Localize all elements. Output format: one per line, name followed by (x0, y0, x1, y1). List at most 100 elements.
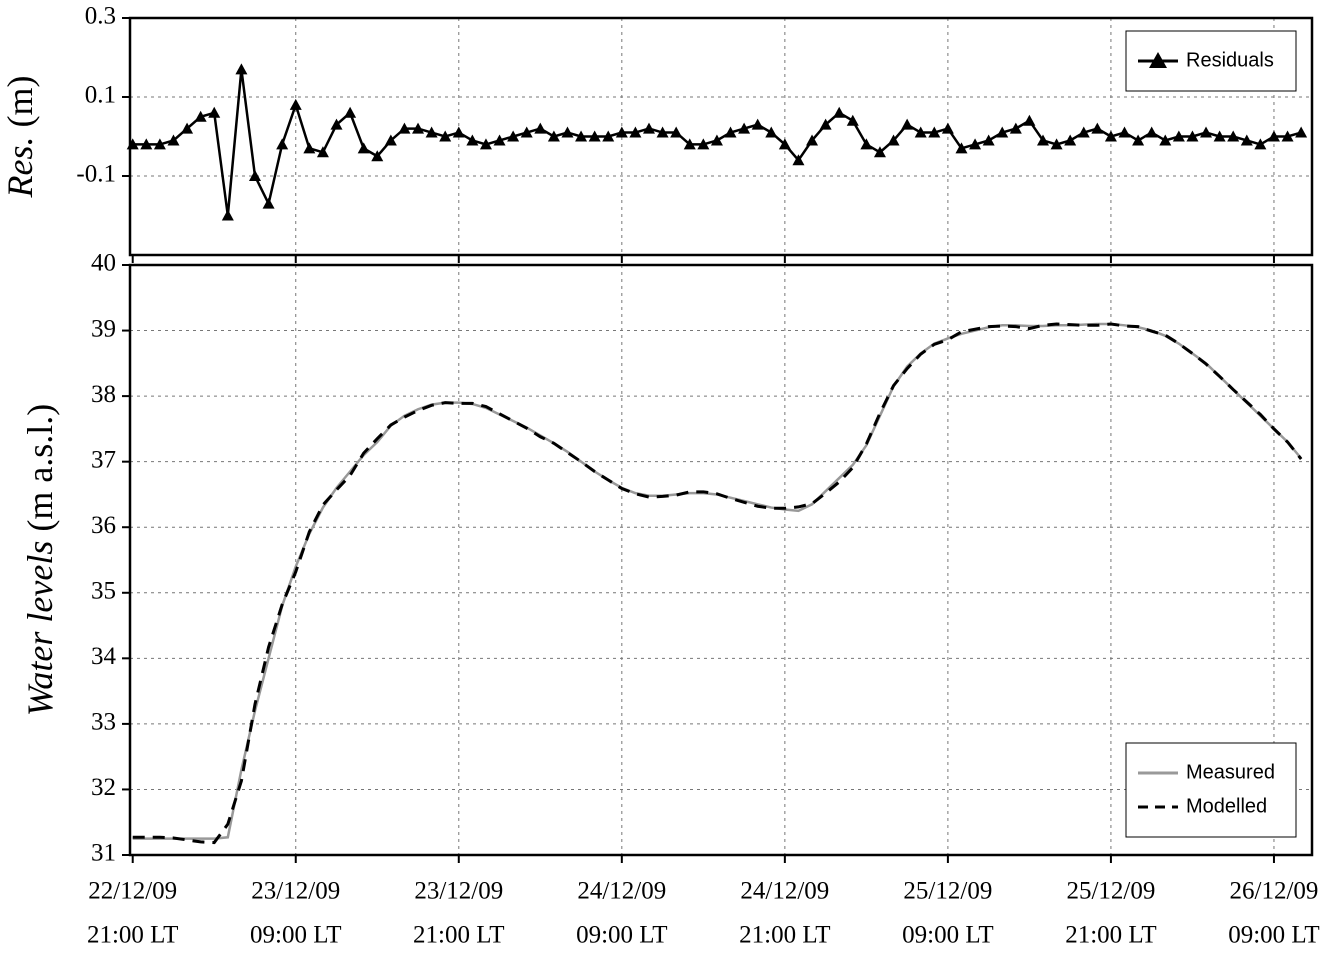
data-point (778, 138, 791, 150)
data-point (140, 138, 153, 150)
data-point (289, 98, 302, 110)
data-point (1036, 134, 1049, 146)
data-point (316, 146, 329, 158)
x-tick-label: 09:00 LT (250, 922, 341, 949)
data-point (1104, 130, 1117, 142)
data-point (221, 209, 234, 221)
x-tick-label: 21:00 LT (87, 922, 178, 949)
y-title-italic: Res. (0, 137, 40, 199)
data-point (1077, 126, 1090, 138)
data-point (588, 130, 601, 142)
data-point (670, 126, 683, 138)
y-tick-label: 32 (91, 774, 116, 801)
data-point (1050, 138, 1063, 150)
data-point (1009, 122, 1022, 134)
data-point (1295, 126, 1308, 138)
y-tick-label: 40 (91, 250, 116, 277)
data-point (710, 134, 723, 146)
data-point (873, 146, 886, 158)
data-point (1281, 130, 1294, 142)
data-point (846, 114, 859, 126)
x-tick-label: 09:00 LT (576, 922, 667, 949)
data-point (1267, 130, 1280, 142)
data-point (1240, 134, 1253, 146)
data-point (955, 142, 968, 154)
x-tick-label: 23/12/09 (414, 878, 503, 905)
data-point (425, 126, 438, 138)
legend-label: Modelled (1186, 795, 1267, 817)
data-point (901, 118, 914, 130)
plot-frame (128, 16, 1314, 257)
x-tick-label: 09:00 LT (1228, 922, 1319, 949)
y-title-units: (m a.s.l.) (20, 404, 60, 532)
data-point (344, 106, 357, 118)
x-tick-label: 25/12/09 (903, 878, 992, 905)
data-point (575, 130, 588, 142)
data-point (248, 170, 261, 181)
data-point (520, 126, 533, 138)
data-point (996, 126, 1009, 138)
x-tick-label: 26/12/09 (1230, 878, 1319, 905)
data-point (547, 130, 560, 142)
x-tick-label: 21:00 LT (413, 922, 504, 949)
data-point (792, 154, 805, 166)
data-point (357, 142, 370, 154)
y-tick-label: 39 (91, 315, 116, 342)
data-point (806, 134, 819, 146)
data-point (479, 138, 492, 150)
y-tick-label: 34 (91, 643, 117, 670)
x-tick-label: 21:00 LT (739, 922, 830, 949)
y-tick-label: 37 (91, 446, 116, 473)
x-tick-label: 09:00 LT (902, 922, 993, 949)
data-point (1145, 126, 1158, 138)
data-point (371, 150, 384, 162)
data-point (439, 130, 452, 142)
data-point (534, 122, 547, 134)
data-point (765, 126, 778, 138)
data-point (1118, 126, 1131, 138)
data-point (751, 118, 764, 130)
data-point (914, 126, 927, 138)
data-point (1023, 114, 1036, 126)
y-tick-label: 38 (91, 381, 116, 408)
y-tick-label: 0.1 (85, 82, 116, 109)
data-point (398, 122, 411, 134)
data-point (724, 126, 737, 138)
data-point (1227, 130, 1240, 142)
data-point (1213, 130, 1226, 142)
series-line (132, 322, 1303, 845)
data-point (384, 134, 397, 146)
x-tick-label: 22/12/09 (88, 878, 177, 905)
data-point (982, 134, 995, 146)
y-tick-label: 35 (91, 578, 116, 605)
legend-label: Measured (1186, 761, 1275, 783)
x-tick-label: 21:00 LT (1065, 922, 1156, 949)
data-point (738, 122, 751, 134)
data-point (615, 126, 628, 138)
data-point (167, 134, 180, 146)
plot-frame (128, 263, 1314, 857)
data-point (153, 138, 166, 150)
data-point (697, 138, 710, 150)
data-point (833, 106, 846, 118)
data-point (466, 134, 479, 146)
data-point (1064, 134, 1077, 146)
data-point (208, 106, 221, 118)
y-title-units: (m) (0, 76, 40, 128)
data-point (1186, 130, 1199, 142)
y-axis-title: Water levels (m a.s.l.) (20, 404, 60, 717)
data-point (1172, 130, 1185, 142)
data-point (656, 126, 669, 138)
data-point (1200, 126, 1213, 138)
data-point (452, 126, 465, 138)
x-tick-label: 23/12/09 (251, 878, 340, 905)
y-title-italic: Water levels (20, 541, 60, 717)
data-point (276, 138, 289, 150)
x-tick-label: 25/12/09 (1066, 878, 1155, 905)
data-point (602, 130, 615, 142)
data-point (181, 122, 194, 134)
x-tick-label: 24/12/09 (577, 878, 666, 905)
data-point (642, 122, 655, 134)
data-point (303, 142, 316, 154)
